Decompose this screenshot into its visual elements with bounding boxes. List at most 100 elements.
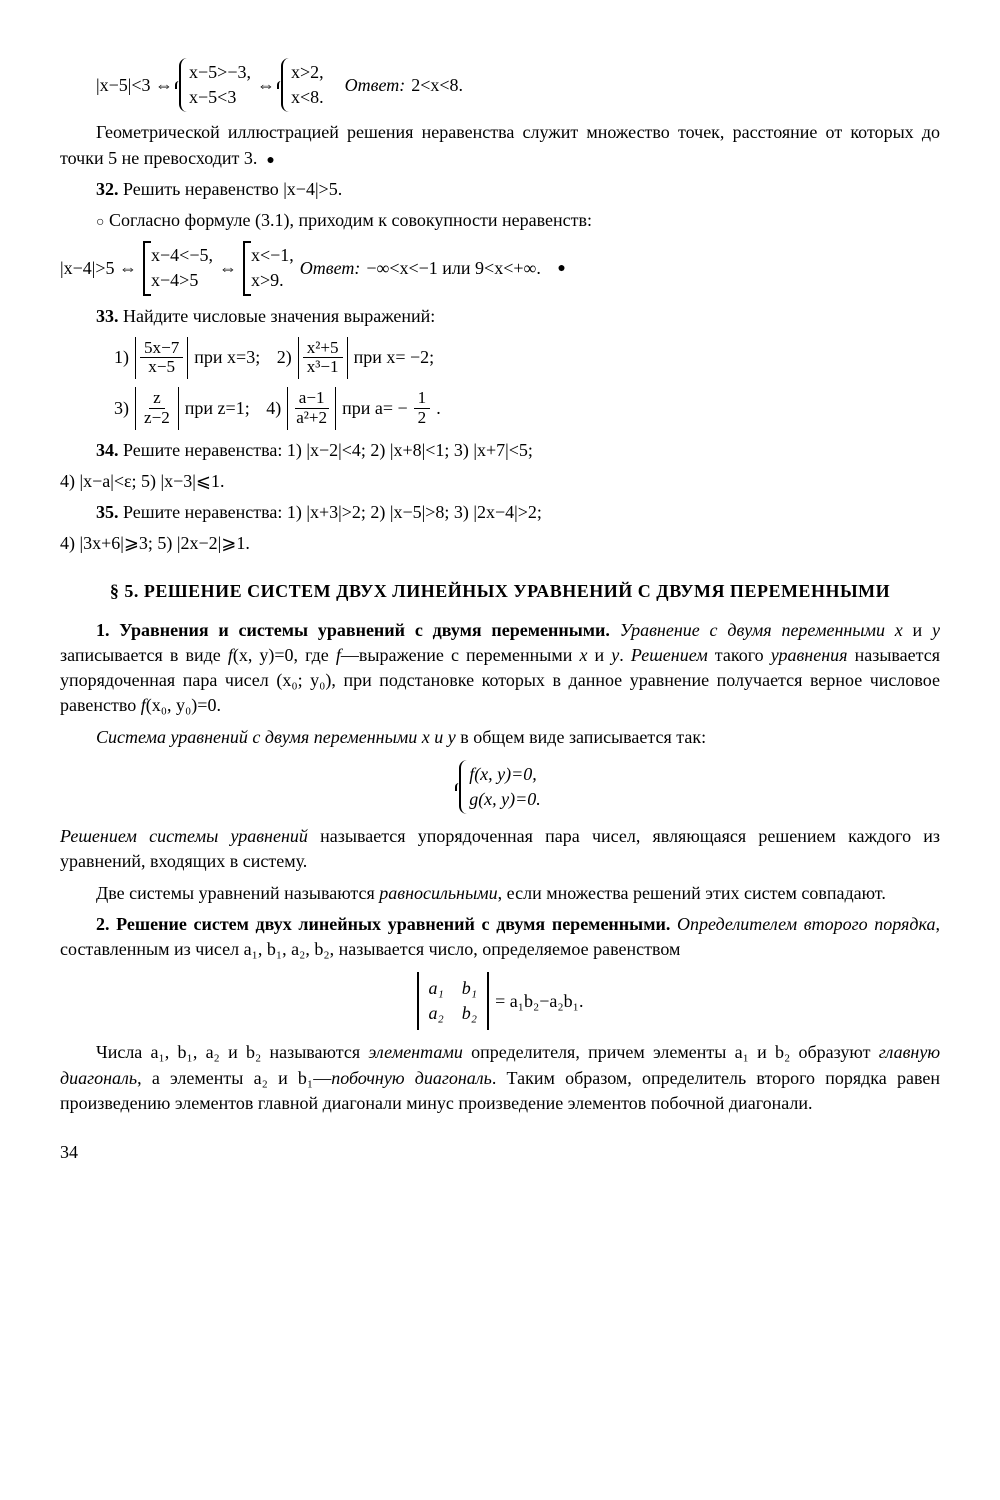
exercise-35-cont: 4) |3x+6|⩾3; 5) |2x−2|⩾1. [60, 531, 940, 556]
s5-1-text2b: в общем виде записывается так: [460, 727, 706, 747]
ex33-4-abs: a−1 a²+2 [287, 387, 336, 430]
s5-1-para1: 1. Уравнения и системы уравнений с двумя… [60, 618, 940, 719]
eq2-answer-label: Ответ: [300, 256, 361, 281]
eq2-bracket-1: x−4<−5, x−4>5 [143, 241, 213, 295]
ex33-4-half-den: 2 [414, 409, 431, 428]
ex33-2-frac: x²+5 x³−1 [303, 339, 343, 378]
ex33-4-frac: a−1 a²+2 [292, 389, 331, 428]
eq2-bracket-2: x<−1, x>9. [243, 241, 294, 295]
s5-1-label: 1. Уравнения и системы уравнений с двумя… [96, 620, 610, 640]
ex34-cont-text: 4) |x−a|<ε; 5) |x−3|⩽1. [60, 471, 225, 491]
ex33-3-pre: 3) [114, 396, 129, 421]
end-square-1: ● [266, 153, 274, 168]
ex34-label: 34. [96, 440, 119, 460]
ex33-2-den: x³−1 [303, 358, 343, 377]
eq1-brace2-a: x>2, [291, 60, 324, 85]
s5-2-para2: Числа a₁, b₁, a₂ и b₂ называются элемент… [60, 1040, 940, 1116]
circ-marker: ○ [96, 215, 104, 230]
s5-2-t2e: , а элементы a₂ и b₁— [137, 1068, 331, 1088]
ex33-text: Найдите числовые значения выражений: [123, 306, 435, 326]
sys-brace: f(x, y)=0, g(x, y)=0. [459, 760, 541, 814]
ex33-2-num: x²+5 [303, 339, 343, 359]
ex33-1-frac: 5x−7 x−5 [140, 339, 183, 378]
exercise-34: 34. Решите неравенства: 1) |x−2|<4; 2) |… [60, 438, 940, 463]
det-a1: a₁ [429, 976, 444, 1001]
s5-2-t2a: Числа a₁, b₁, a₂ и b₂ называются [96, 1042, 368, 1062]
s5-1-para4: Две системы уравнений называются равноси… [60, 881, 940, 906]
ex33-4-den: a²+2 [292, 409, 331, 428]
ex33-3-at: при z=1; [185, 396, 250, 421]
equation-2: |x−4|>5 ⇔ x−4<−5, x−4>5 ⇔ x<−1, x>9. Отв… [60, 241, 940, 295]
ex33-4-at-pre: при a= − [342, 396, 408, 421]
ex32-text: Решить неравенство |x−4|>5. [123, 179, 342, 199]
eq1-brace2-b: x<8. [291, 85, 324, 110]
ex33-3-frac: z z−2 [140, 389, 174, 428]
exercise-34-cont: 4) |x−a|<ε; 5) |x−3|⩽1. [60, 469, 940, 494]
eq1-brace-group-1: x−5>−3, x−5<3 [179, 58, 251, 112]
det-b2: b₂ [462, 1001, 477, 1026]
ex33-label: 33. [96, 306, 119, 326]
eq2-left: |x−4|>5 ⇔ [60, 256, 137, 281]
eq2-b2a: x<−1, [251, 243, 294, 268]
ex33-2-at: при x= −2; [354, 345, 435, 370]
ex33-4-half-num: 1 [414, 389, 431, 409]
ex32-label: 32. [96, 179, 119, 199]
s5-1-text2a: Система уравнений с двумя переменными x … [96, 727, 456, 747]
exercise-33: 33. Найдите числовые значения выражений: [60, 304, 940, 329]
eq2-b1a: x−4<−5, [151, 243, 213, 268]
exercise-35: 35. Решите неравенства: 1) |x+3|>2; 2) |… [60, 500, 940, 525]
eq2-b1b: x−4>5 [151, 268, 213, 293]
eq1-answer: 2<x<8. [411, 73, 463, 98]
eq2-mid: ⇔ [219, 256, 237, 281]
s5-2-t2c: определителя, причем элементы a₁ и b₂ об… [463, 1042, 879, 1062]
ex32-solution-intro: ○ Согласно формуле (3.1), приходим к сов… [60, 208, 940, 233]
det-b1: b₁ [462, 976, 477, 1001]
eq1-brace-group-2: x>2, x<8. [281, 58, 324, 112]
s5-1-text4a: Две системы уравнений называются [96, 883, 379, 903]
ex33-4-half: 1 2 [414, 389, 431, 428]
s5-1-para2: Система уравнений с двумя переменными x … [60, 725, 940, 750]
ex33-3-abs: z z−2 [135, 387, 179, 430]
ex33-row1: 1) 5x−7 x−5 при x=3; 2) x²+5 x³−1 при x=… [114, 337, 940, 380]
exercise-32: 32. Решить неравенство |x−4|>5. [60, 177, 940, 202]
ex33-1-abs: 5x−7 x−5 [135, 337, 188, 380]
ex35-text: Решите неравенства: 1) |x+3|>2; 2) |x−5|… [123, 502, 542, 522]
ex33-2-pre: 2) [277, 345, 292, 370]
eq2-answer: −∞<x<−1 или 9<x<+∞. [366, 256, 540, 281]
eq1-left: |x−5|<3 ⇔ [96, 73, 173, 98]
ex33-3-den: z−2 [140, 409, 174, 428]
determinant-equation: a₁ b₁ a₂ b₂ = a₁b₂−a₂b₁. [60, 972, 940, 1030]
eq2-b2b: x>9. [251, 268, 294, 293]
s5-1-text4b: равносильными [379, 883, 497, 903]
ex33-4-at-post: . [436, 396, 441, 421]
s5-1-para3: Решением системы уравнений называется уп… [60, 824, 940, 874]
sys-b: g(x, y)=0. [469, 787, 541, 812]
ex35-cont-text: 4) |3x+6|⩾3; 5) |2x−2|⩾1. [60, 533, 250, 553]
ex33-2-abs: x²+5 x³−1 [298, 337, 348, 380]
eq1-answer-label: Ответ: [345, 73, 406, 98]
ex33-1-at: при x=3; [194, 345, 260, 370]
s5-2-label: 2. Решение систем двух линейных уравнени… [96, 914, 670, 934]
s5-1-text3a: Решением системы уравнений [60, 826, 308, 846]
det-matrix: a₁ b₁ a₂ b₂ [417, 972, 490, 1030]
sys-a: f(x, y)=0, [469, 762, 541, 787]
ex33-1-den: x−5 [144, 358, 179, 377]
ex32-sol-text: Согласно формуле (3.1), приходим к совок… [109, 210, 592, 230]
ex34-text: Решите неравенства: 1) |x−2|<4; 2) |x+8|… [123, 440, 533, 460]
s5-2-t2f: побочную диагональ [331, 1068, 492, 1088]
ex33-4-pre: 4) [266, 396, 281, 421]
ex33-4-num: a−1 [295, 389, 329, 409]
det-rhs: = a₁b₂−a₂b₁. [495, 989, 583, 1014]
equation-1: |x−5|<3 ⇔ x−5>−3, x−5<3 ⇔ x>2, x<8. Отве… [96, 58, 940, 112]
section-5-title: § 5. РЕШЕНИЕ СИСТЕМ ДВУХ ЛИНЕЙНЫХ УРАВНЕ… [60, 579, 940, 604]
ex33-3-num: z [149, 389, 165, 409]
s5-2-para1: 2. Решение систем двух линейных уравнени… [60, 912, 940, 962]
s5-2-t2b: элементами [368, 1042, 462, 1062]
ex35-label: 35. [96, 502, 119, 522]
s5-1-text4c: , если множества решений этих систем сов… [498, 883, 886, 903]
paragraph-geom: Геометрической иллюстрацией решения нера… [60, 120, 940, 170]
ex33-row2: 3) z z−2 при z=1; 4) a−1 a²+2 при a= − 1… [114, 387, 940, 430]
end-square-2: ● [557, 259, 565, 279]
eq1-brace-a: x−5>−3, [189, 60, 251, 85]
s5-2-text-a: Определителем второго порядка [677, 914, 935, 934]
